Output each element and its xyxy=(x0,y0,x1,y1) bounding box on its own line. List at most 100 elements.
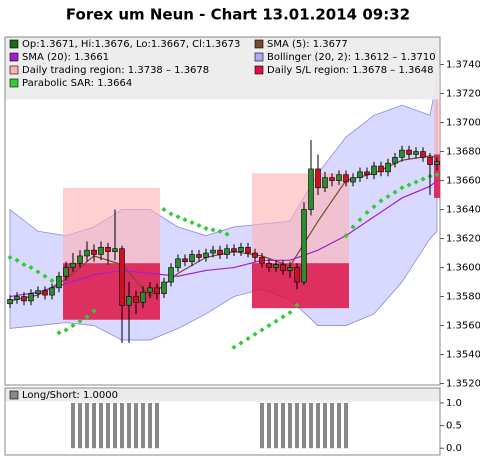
candle-body xyxy=(21,296,27,302)
candle-body xyxy=(392,157,398,164)
bar xyxy=(309,402,313,449)
sar-dot xyxy=(259,327,265,333)
bar xyxy=(113,402,117,449)
candle-body xyxy=(203,252,209,258)
candle-body xyxy=(98,246,104,255)
bar xyxy=(267,402,271,449)
legend-label: Daily S/L region: 1.3678 – 1.3648 xyxy=(267,65,433,76)
candle-body xyxy=(70,262,76,268)
legend-swatch xyxy=(254,39,264,49)
candle-body xyxy=(427,157,433,165)
region-box xyxy=(434,67,440,155)
candle-body xyxy=(224,248,230,255)
candle-body xyxy=(238,246,244,252)
candle-body xyxy=(42,290,48,296)
sar-dot xyxy=(413,179,419,185)
overlay: 1.3520 1.3540 1.3560 1.3580 1.3600 1.3620 1.36… xyxy=(5,37,480,454)
main-plot xyxy=(7,67,440,350)
bar xyxy=(260,402,264,449)
candle-body xyxy=(7,299,13,305)
bar xyxy=(134,402,138,449)
sar-dot xyxy=(217,228,223,234)
candle-body xyxy=(434,161,440,165)
bar xyxy=(330,402,334,449)
candle-body xyxy=(91,249,97,255)
sar-dot xyxy=(385,193,391,200)
bar xyxy=(288,402,292,449)
candle-body xyxy=(273,264,279,268)
sar-dot xyxy=(420,176,426,182)
y-tick-label: 1.0 xyxy=(446,398,462,409)
candle-body xyxy=(287,267,293,271)
candle-body xyxy=(147,287,153,293)
legend-swatch xyxy=(9,65,19,75)
sar-dot xyxy=(238,340,244,346)
bar xyxy=(99,402,103,449)
y-tick-label: 1.3640 xyxy=(446,205,480,216)
candle-body xyxy=(329,177,335,181)
bar xyxy=(106,402,110,449)
region-box xyxy=(252,263,349,309)
sar-dot xyxy=(210,227,216,233)
candle-body xyxy=(280,264,286,271)
candle-body xyxy=(105,246,111,252)
candle-body xyxy=(259,257,265,264)
bar xyxy=(71,402,75,449)
candle-body xyxy=(14,296,20,300)
candle-body xyxy=(399,149,405,158)
bar xyxy=(323,402,327,449)
y-tick-label: 1.3720 xyxy=(446,89,480,100)
legend-swatch xyxy=(254,65,264,75)
candle-body xyxy=(133,296,139,303)
candle-body xyxy=(406,149,412,155)
candle-body xyxy=(252,252,258,258)
sma-line xyxy=(9,180,438,298)
candle-body xyxy=(336,174,342,181)
candle-body xyxy=(35,290,41,294)
sar-dot xyxy=(161,207,167,213)
sar-dot xyxy=(224,231,230,237)
legend-swatch xyxy=(9,78,19,88)
candle-body xyxy=(231,248,237,252)
bar xyxy=(120,402,124,449)
candle-body xyxy=(175,258,181,268)
legend-background xyxy=(5,388,440,402)
bar xyxy=(337,402,341,449)
bar xyxy=(344,402,348,449)
region-box xyxy=(63,187,160,264)
sar-dot xyxy=(203,225,209,231)
sar-dot xyxy=(77,318,83,324)
legend-swatch xyxy=(254,52,264,62)
candle-body xyxy=(77,255,83,264)
sar-dot xyxy=(196,222,202,229)
candle-body xyxy=(357,171,363,178)
sar-dot xyxy=(287,309,293,316)
y-tick-label: 1.3560 xyxy=(446,321,480,332)
sar-dot xyxy=(49,278,55,284)
sar-dot xyxy=(175,214,181,220)
chart-title: Forex um Neun - Chart 13.01.2014 09:32 xyxy=(66,6,410,24)
legend-swatch xyxy=(9,39,19,49)
y-tick-label: 1.3580 xyxy=(446,292,480,303)
candle-body xyxy=(112,248,118,252)
y-tick-label: 1.3700 xyxy=(446,118,480,129)
sar-dot xyxy=(280,314,286,320)
legend-label: Long/Short: 1.0000 xyxy=(22,390,118,401)
y-tick-label: 1.3680 xyxy=(446,147,480,158)
bar xyxy=(274,402,278,449)
sar-dot xyxy=(168,211,174,217)
legend-label: SMA (5): 1.3677 xyxy=(267,39,348,50)
candle-body xyxy=(119,248,125,306)
sar-dot xyxy=(189,220,195,226)
candle-body xyxy=(217,249,223,255)
y-tick-label: 1.3740 xyxy=(446,60,480,71)
candle-body xyxy=(322,177,328,189)
candle-body xyxy=(266,262,272,268)
y-tick-label: 1.3660 xyxy=(446,176,480,187)
y-tick-label: 0.0 xyxy=(446,443,462,454)
candle-body xyxy=(413,151,419,155)
candle-body xyxy=(420,151,426,158)
sar-dot xyxy=(378,198,384,204)
candle-body xyxy=(63,267,69,277)
